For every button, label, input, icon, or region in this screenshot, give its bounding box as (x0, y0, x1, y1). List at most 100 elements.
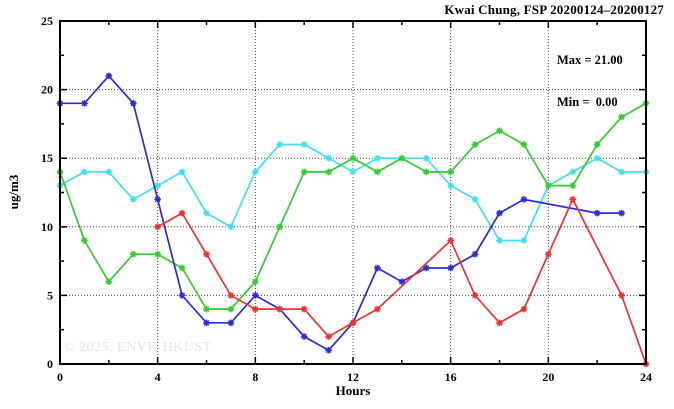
series-blue (56, 72, 625, 354)
data-point-marker-red (618, 292, 625, 299)
data-point-marker-blue (105, 72, 113, 80)
data-point-marker-blue (374, 264, 381, 272)
data-point-marker-cyan (300, 141, 308, 148)
data-point-marker-cyan (593, 154, 601, 162)
data-point-marker-green (447, 168, 454, 176)
data-point-marker-blue (618, 209, 625, 217)
data-point-marker-red (520, 305, 528, 313)
data-point-marker-blue (447, 264, 454, 272)
data-point-marker-cyan (227, 223, 235, 231)
data-point-marker-green (593, 141, 601, 148)
data-point-marker-cyan (105, 168, 113, 176)
plot-border (59, 20, 647, 365)
data-point-marker-green (569, 182, 577, 189)
x-tick-label: 8 (252, 370, 258, 384)
data-point-marker-green (154, 250, 161, 258)
data-point-marker-red (374, 305, 381, 313)
data-point-marker-blue (203, 319, 210, 327)
data-point-marker-cyan (349, 168, 357, 176)
data-point-marker-green (276, 223, 284, 231)
data-point-marker-cyan (569, 168, 577, 176)
x-tick-label: 0 (57, 370, 63, 384)
data-point-marker-cyan (203, 209, 210, 217)
data-point-marker-red (545, 250, 552, 258)
data-point-marker-green (520, 141, 528, 148)
data-point-marker-green (105, 278, 113, 285)
data-point-marker-cyan (276, 141, 284, 148)
data-point-marker-blue (178, 292, 186, 299)
min-value-label: Min = 0.00 (557, 95, 618, 109)
y-tick-label: 15 (41, 151, 53, 165)
y-tick-label: 20 (41, 83, 53, 97)
data-point-marker-blue (422, 264, 430, 272)
data-point-marker-red (325, 333, 332, 340)
y-tick-label: 10 (41, 220, 53, 234)
data-point-marker-blue (398, 278, 406, 285)
data-point-marker-blue (252, 292, 259, 299)
data-point-marker-blue (520, 196, 528, 203)
data-point-marker-red (227, 292, 235, 299)
data-point-marker-blue (227, 319, 235, 327)
data-point-marker-blue (129, 100, 137, 107)
data-point-marker-cyan (520, 237, 528, 244)
x-axis-label: Hours (335, 383, 371, 398)
data-point-marker-blue (300, 333, 308, 340)
data-point-marker-green (252, 278, 259, 285)
data-point-marker-green (349, 154, 357, 162)
data-point-marker-green (203, 305, 210, 313)
data-point-marker-red (276, 305, 284, 313)
data-point-marker-blue (471, 250, 479, 258)
data-point-marker-green (81, 237, 88, 244)
data-point-marker-cyan (252, 168, 259, 176)
data-point-marker-red (300, 305, 308, 313)
data-point-marker-cyan (618, 168, 625, 176)
data-point-marker-red (569, 196, 577, 203)
stats-box: Max = 21.00 Min = 0.00 (557, 25, 623, 137)
data-point-marker-cyan (154, 182, 161, 189)
data-point-marker-green (300, 168, 308, 176)
data-point-marker-cyan (81, 168, 88, 176)
data-point-marker-green (618, 113, 625, 121)
data-point-marker-red (496, 319, 503, 327)
x-tick-label: 4 (155, 370, 161, 384)
x-tick-label: 12 (347, 370, 359, 384)
max-value-label: Max = 21.00 (557, 53, 623, 67)
data-point-marker-green (422, 168, 430, 176)
data-point-marker-green (227, 305, 235, 313)
y-axis-label: ug/m3 (6, 174, 21, 210)
data-point-marker-green (178, 264, 186, 272)
data-point-marker-green (496, 127, 503, 135)
watermark: © 2025, ENVF, HKUST (64, 340, 212, 355)
data-point-marker-cyan (496, 237, 503, 244)
y-tick-label: 5 (47, 288, 53, 302)
data-point-marker-cyan (422, 154, 430, 162)
data-point-marker-blue (496, 209, 503, 217)
data-point-marker-cyan (129, 196, 137, 203)
data-point-marker-cyan (471, 196, 479, 203)
data-point-marker-blue (325, 346, 332, 354)
data-point-marker-red (252, 305, 259, 313)
series-line-blue (60, 74, 622, 352)
data-point-marker-green (398, 154, 406, 162)
data-point-marker-green (374, 168, 381, 176)
data-point-marker-cyan (374, 154, 381, 162)
x-tick-label: 24 (640, 370, 652, 384)
x-tick-label: 20 (542, 370, 554, 384)
series-red (154, 196, 650, 368)
data-point-marker-cyan (447, 182, 454, 189)
data-point-marker-red (154, 223, 161, 231)
series-line-red (157, 197, 647, 365)
chart-title: Kwai Chung, FSP 20200124–20200127 (444, 2, 664, 17)
y-tick-label: 25 (41, 14, 53, 28)
data-point-marker-blue (154, 196, 161, 203)
data-point-marker-blue (593, 209, 601, 217)
data-point-marker-red (203, 250, 210, 258)
data-point-marker-green (471, 141, 479, 148)
data-point-marker-green (325, 168, 332, 176)
data-point-marker-green (129, 250, 137, 258)
data-point-marker-cyan (178, 168, 186, 176)
x-tick-label: 16 (445, 370, 457, 384)
data-point-marker-red (471, 292, 479, 299)
